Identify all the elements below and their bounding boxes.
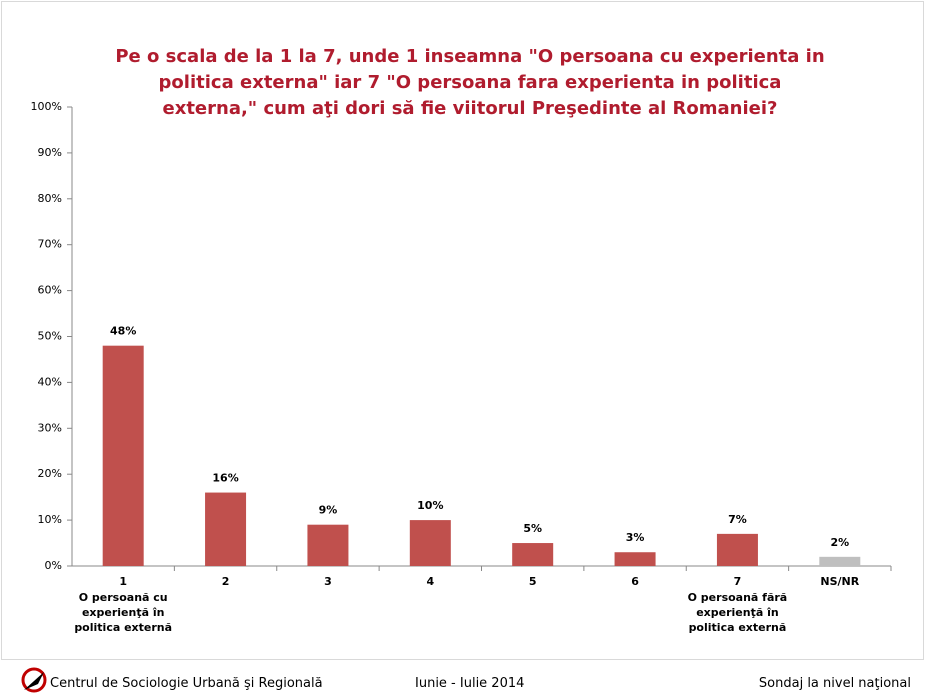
value-label: 10% [417, 499, 443, 512]
value-label: 16% [212, 472, 238, 485]
y-tick-label: 0% [45, 559, 62, 572]
value-label: 5% [523, 522, 542, 535]
category-description: O persoană fără experienţă în politica e… [687, 591, 788, 634]
y-tick-label: 70% [38, 238, 62, 251]
y-tick-label: 100% [31, 100, 62, 113]
value-label: 3% [626, 531, 645, 544]
x-tick-label: 5 [529, 575, 537, 588]
x-tick-label: 7 [734, 575, 742, 588]
value-label: 48% [110, 325, 136, 338]
footer-period: Iunie - Iulie 2014 [415, 676, 525, 691]
bar [716, 533, 758, 566]
x-tick-label: 4 [426, 575, 434, 588]
bar [307, 524, 349, 566]
value-label: 9% [319, 504, 338, 517]
bar [614, 552, 656, 566]
value-label: 7% [728, 513, 747, 526]
y-tick-label: 10% [38, 513, 62, 526]
bar [205, 492, 247, 566]
bar [102, 345, 144, 566]
chart-title: Pe o scala de la 1 la 7, unde 1 inseamna… [115, 46, 825, 119]
y-tick-label: 40% [38, 375, 62, 388]
x-tick-label: NS/NR [820, 575, 859, 588]
bar [512, 543, 554, 566]
x-tick-label: 1 [119, 575, 127, 588]
y-tick-label: 50% [38, 330, 62, 343]
y-tick-label: 20% [38, 467, 62, 480]
y-tick-label: 90% [38, 146, 62, 159]
y-tick-label: 60% [38, 284, 62, 297]
x-tick-label: 6 [631, 575, 639, 588]
logo [21, 667, 47, 693]
bar [409, 520, 451, 566]
x-tick-label: 2 [222, 575, 230, 588]
y-tick-label: 30% [38, 421, 62, 434]
category-description: O persoană cu experienţă în politica ext… [74, 591, 173, 634]
value-label: 2% [830, 536, 849, 549]
bar [819, 556, 861, 566]
chart-border [1, 1, 924, 660]
x-tick-label: 3 [324, 575, 332, 588]
footer-survey: Sondaj la nivel naţional [758, 676, 911, 691]
footer-organization: Centrul de Sociologie Urbană şi Regional… [50, 676, 323, 691]
y-tick-label: 80% [38, 192, 62, 205]
